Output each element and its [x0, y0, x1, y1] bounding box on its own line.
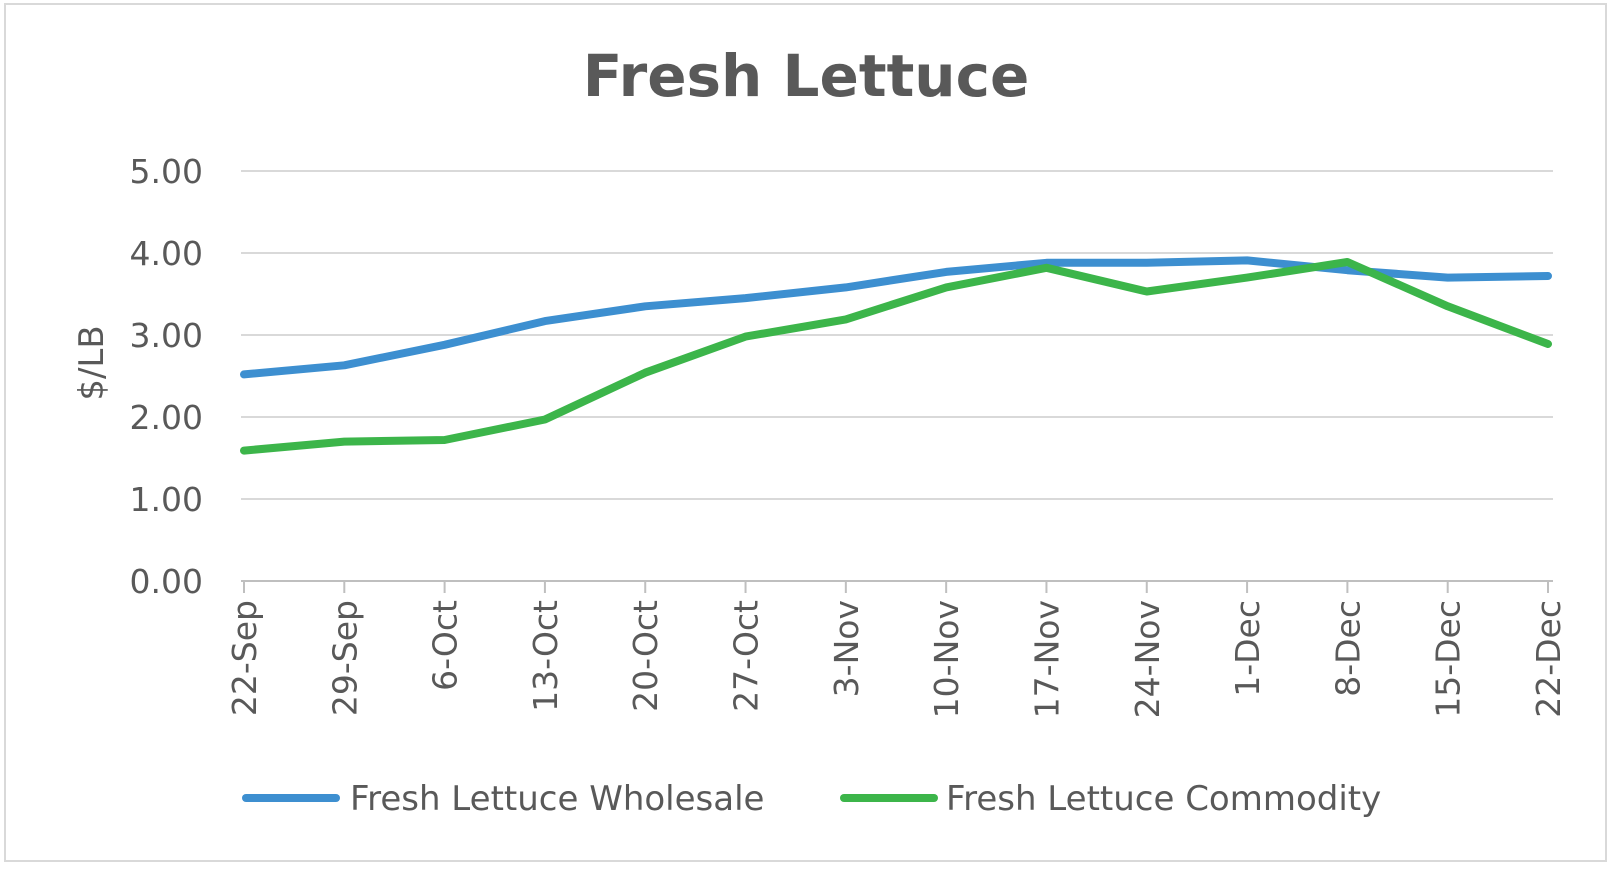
y-tick-label: 3.00 [130, 316, 203, 355]
x-tick-label: 15-Dec [1429, 600, 1468, 718]
x-tick-label: 24-Nov [1128, 600, 1167, 718]
x-tick-label: 20-Oct [626, 600, 665, 712]
series-line-0 [240, 256, 1552, 379]
x-tick-label: 13-Oct [526, 600, 565, 712]
y-axis-label: $/LB [72, 325, 112, 400]
x-tick-label: 27-Oct [727, 600, 766, 712]
x-tick-label: 1-Dec [1228, 600, 1267, 697]
x-tick-label: 8-Dec [1328, 600, 1367, 697]
x-tick-label: 17-Nov [1027, 600, 1066, 718]
series-lines [240, 256, 1552, 455]
legend: Fresh Lettuce Wholesale Fresh Lettuce Com… [242, 779, 1381, 819]
chart-title: Fresh Lettuce [583, 42, 1030, 110]
series-line-1 [240, 258, 1552, 455]
x-tick-label: 22-Sep [225, 600, 264, 716]
legend-label-1: Fresh Lettuce Commodity [946, 779, 1381, 819]
x-tick-label: 6-Oct [426, 600, 465, 691]
x-tick-label: 10-Nov [927, 600, 966, 718]
y-tick-label: 2.00 [130, 398, 203, 437]
y-tick-label: 0.00 [130, 562, 203, 601]
chart-frame [4, 3, 1607, 862]
x-tick-label: 3-Nov [827, 600, 866, 697]
x-tick-label: 29-Sep [325, 600, 364, 716]
grid-lines [241, 170, 1553, 500]
legend-label-0: Fresh Lettuce Wholesale [350, 779, 764, 819]
x-axis: 22-Sep 29-Sep 6-Oct 13-Oct 20-Oct 27-Oct 3-Nov… [225, 580, 1568, 718]
y-tick-label: 5.00 [130, 152, 203, 191]
y-tick-label: 4.00 [130, 234, 203, 273]
y-axis-ticks: 0.00 1.00 2.00 3.00 4.00 5.00 [130, 152, 203, 601]
y-tick-label: 1.00 [130, 480, 203, 519]
x-tick-label: 22-Dec [1529, 600, 1568, 718]
